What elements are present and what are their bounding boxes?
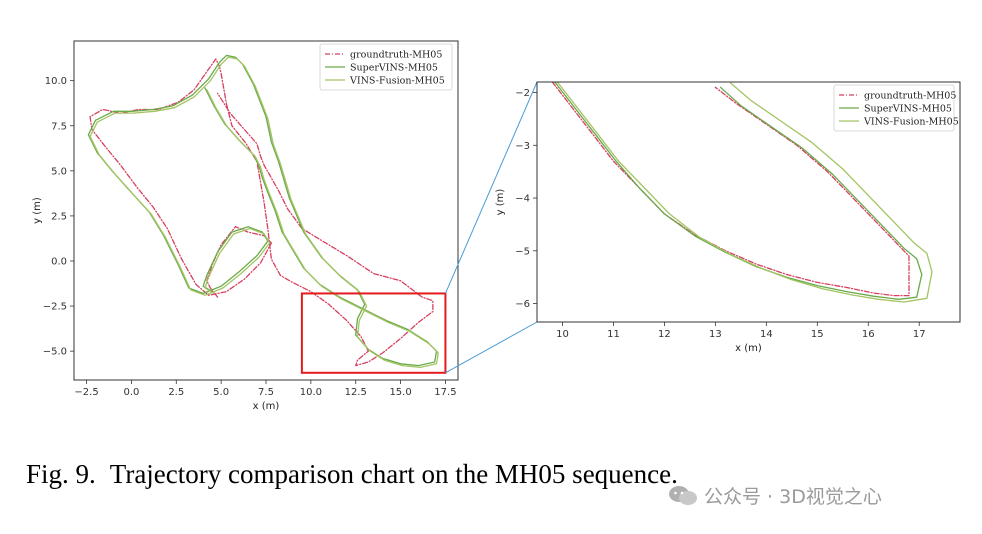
legend-label: SuperVINS-MH05 [350,63,438,74]
zoom-connector-bottom [445,321,538,374]
x-tick-label: 15.0 [389,387,411,398]
x-tick-label: 12.5 [345,387,367,398]
series-line-supervins-mh05 [554,82,923,300]
x-tick-label: 10.0 [300,387,322,398]
main-legend: groundtruth-MH05 SuperVINS-MH05 VINS-Fusio… [319,43,453,91]
zoom-plot-frame [536,81,961,323]
y-tick-label: −4 [515,194,530,205]
legend-label: groundtruth-MH05 [864,91,956,102]
x-tick-label: 12 [658,329,671,340]
zoom-y-axis-label: y (m) [495,189,506,216]
zoom-highlight-box [300,292,447,374]
main-plot-frame [73,40,459,381]
x-tick-label: 15 [811,329,824,340]
x-tick-label: 14 [760,329,773,340]
x-tick-label: 2.5 [168,387,184,398]
caption-text: Trajectory comparison chart on the MH05 … [109,459,678,489]
x-tick-label: 13 [709,329,722,340]
y-tick-label: −3 [515,141,530,152]
legend-label: SuperVINS-MH05 [864,104,952,115]
wechat-icon [669,485,697,505]
main-y-axis-label: y (m) [32,197,43,224]
y-tick-label: 10.0 [45,76,67,87]
y-tick-label: 2.5 [51,211,67,222]
y-tick-label: −2 [515,88,530,99]
legend-label: VINS-Fusion-MH05 [863,117,959,128]
series-line-vins-fusion-mh05 [89,56,439,369]
legend-label: VINS-Fusion-MH05 [349,76,445,87]
y-tick-label: −2.5 [43,302,67,313]
watermark-text: 公众号 · 3D视觉之心 [704,486,882,508]
zoom-connector-top [444,81,538,294]
x-tick-label: 17.5 [434,387,456,398]
legend-label: groundtruth-MH05 [350,50,442,61]
x-tick-label: 17 [913,329,926,340]
y-tick-label: 0.0 [51,256,67,267]
x-tick-label: 5.0 [213,387,229,398]
y-tick-label: −6 [515,299,530,310]
y-tick-label: 5.0 [51,166,67,177]
legend-box [833,84,955,132]
x-tick-label: 10 [556,329,569,340]
watermark: 公众号 · 3D视觉之心 [668,482,882,509]
main-x-axis-label: x (m) [253,401,280,412]
series-line-vins-fusion-mh05 [556,82,933,303]
zoom-legend: groundtruth-MH05 SuperVINS-MH05 VINS-Fusio… [833,84,959,132]
caption-number: Fig. 9. [26,459,96,489]
x-tick-label: 11 [607,329,620,340]
y-tick-label: −5 [515,246,530,257]
x-tick-label: −2.5 [74,387,98,398]
figure-caption: Fig. 9. Trajectory comparison chart on th… [26,459,678,490]
y-tick-label: 7.5 [51,121,67,132]
zoomed-trajectory-chart: 10 11 12 13 14 15 16 17 −6 −5 −4 −3 −2 x (m) y (m) g… [495,81,961,354]
series-line-groundtruth-mh05 [89,58,434,367]
x-tick-label: 7.5 [258,387,274,398]
y-tick-label: −5.0 [43,347,67,358]
zoom-x-axis-label: x (m) [735,343,762,354]
x-tick-label: 16 [862,329,875,340]
main-trajectory-chart: −2.5 0.0 2.5 5.0 7.5 10.0 12.5 15.0 17.5 −5.0 −2.5… [32,40,459,412]
legend-box [319,43,453,91]
x-tick-label: 0.0 [123,387,139,398]
series-line-supervins-mh05 [87,54,438,367]
